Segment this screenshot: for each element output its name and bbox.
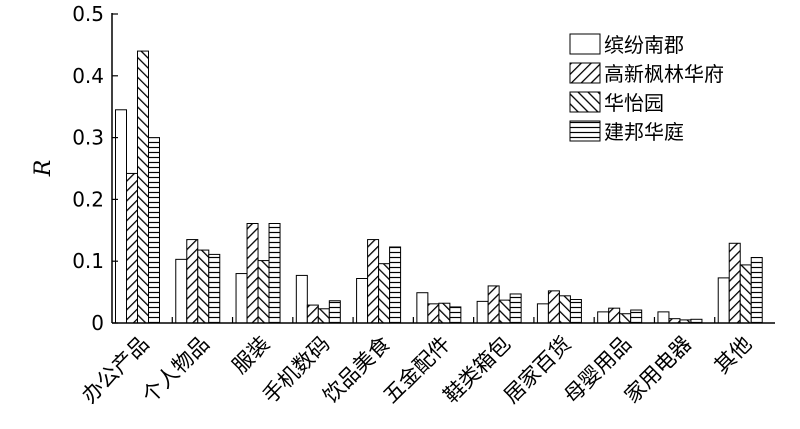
y-tick-label: 0.1 (72, 249, 104, 273)
y-tick-label: 0.4 (72, 64, 104, 88)
bar-1-5 (356, 278, 369, 324)
bar-1-6 (416, 292, 429, 324)
bar-2-3 (246, 223, 259, 324)
y-tick-label: 0.2 (72, 187, 104, 211)
legend-swatch-1 (569, 33, 601, 55)
bar-1-10 (657, 311, 670, 324)
bar-1-3 (235, 273, 248, 324)
legend-swatch-4 (569, 120, 601, 142)
bar-4-5 (389, 246, 402, 324)
bar-1-7 (476, 300, 489, 324)
bar-4-7 (509, 293, 522, 324)
y-tick-label: 0.5 (72, 2, 104, 26)
y-tick-label: 0 (91, 311, 104, 335)
bar-3-7 (498, 299, 511, 324)
bar-4-3 (268, 223, 281, 324)
bar-2-1 (126, 172, 138, 324)
bar-4-9 (630, 309, 643, 324)
bar-2-11 (728, 242, 741, 324)
bar-2-7 (487, 285, 500, 324)
legend-label-1: 缤纷南郡 (604, 33, 684, 57)
legend-swatch-3 (569, 91, 601, 113)
bar-4-4 (328, 300, 341, 324)
bar-3-2 (197, 249, 210, 324)
bar-1-9 (597, 311, 610, 324)
x-category-label: 服装 (228, 332, 275, 379)
bar-3-8 (558, 295, 571, 324)
bar-4-8 (569, 299, 582, 324)
bar-3-6 (438, 302, 451, 324)
y-axis-title: R (31, 160, 56, 178)
legend-label-4: 建邦华庭 (604, 120, 684, 144)
bar-1-1 (115, 109, 127, 324)
bar-1-2 (175, 258, 188, 324)
bar-3-1 (137, 50, 149, 324)
bar-3-5 (378, 263, 391, 324)
legend-label-2: 高新枫林华府 (604, 62, 724, 86)
bar-3-11 (739, 264, 752, 324)
x-category-label: 家用电器 (620, 332, 696, 408)
bar-3-3 (257, 260, 270, 324)
bar-2-5 (367, 239, 380, 324)
bar-4-6 (449, 306, 462, 324)
bar-2-4 (306, 304, 319, 324)
bar-4-1 (148, 137, 160, 324)
bars-group (115, 50, 763, 324)
legend-label-3: 华怡园 (604, 91, 664, 115)
x-category-label: 个人物品 (138, 332, 214, 408)
bar-2-9 (608, 307, 621, 324)
bar-1-8 (536, 303, 549, 324)
bar-3-4 (317, 308, 330, 324)
bar-2-8 (547, 290, 560, 324)
legend-swatch-2 (569, 62, 601, 84)
bar-1-11 (717, 277, 730, 324)
x-category-label: 其他 (710, 332, 757, 379)
bar-3-9 (619, 313, 632, 324)
y-tick-label: 0.3 (72, 126, 104, 150)
bar-2-6 (427, 303, 440, 324)
bar-4-11 (750, 256, 763, 324)
bar-1-4 (295, 274, 308, 324)
bar-2-2 (186, 239, 199, 324)
bar-4-2 (208, 253, 221, 324)
